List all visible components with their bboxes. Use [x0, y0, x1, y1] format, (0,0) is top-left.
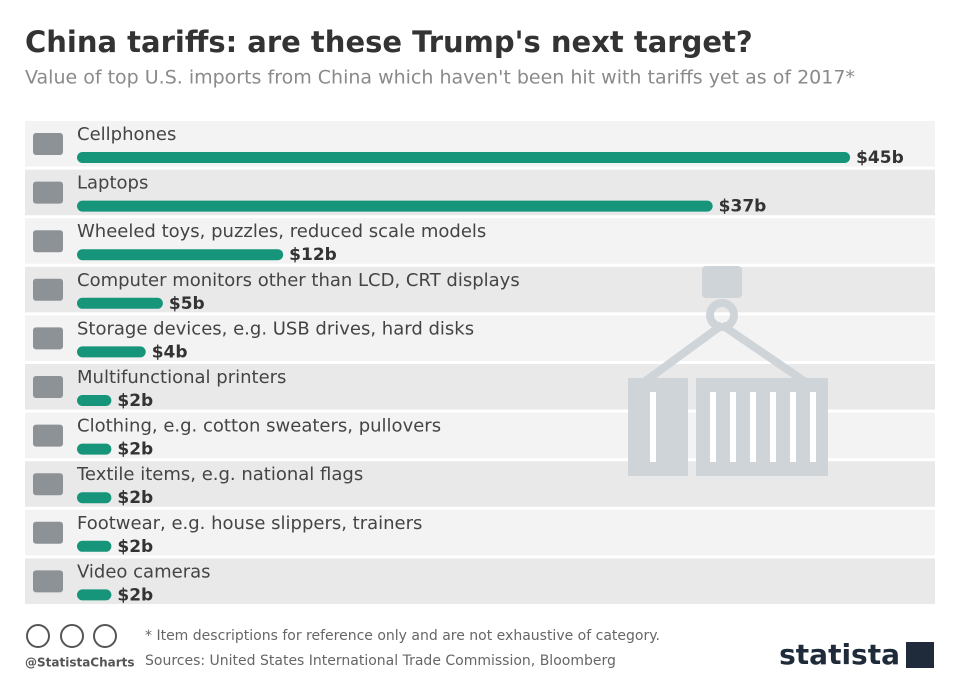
value-label: $2b: [117, 585, 153, 605]
value-label: $4b: [152, 342, 188, 362]
category-label: Clothing, e.g. cotton sweaters, pullover…: [77, 416, 441, 437]
row-icon: [33, 278, 63, 301]
chart-subtitle: Value of top U.S. imports from China whi…: [25, 67, 855, 89]
row-icon: [33, 521, 63, 544]
brand: statista: [779, 638, 900, 671]
value-label: $5b: [169, 294, 205, 314]
category-label: Laptops: [77, 173, 148, 194]
footnote: * Item descriptions for reference only a…: [145, 628, 660, 644]
bar: [77, 492, 112, 504]
row-icon: [33, 570, 63, 593]
value-label: $2b: [117, 440, 153, 460]
category-label: Footwear, e.g. house slippers, trainers: [77, 513, 422, 534]
bar: [77, 152, 851, 163]
source: Sources: United States International Tra…: [145, 653, 616, 669]
category-label: Computer monitors other than LCD, CRT di…: [77, 270, 520, 291]
value-label: $45b: [856, 148, 904, 168]
bar: [77, 297, 163, 309]
row-background: [25, 558, 935, 604]
by-icon: [60, 624, 84, 648]
container-door: [628, 378, 688, 476]
category-label: Textile items, e.g. national flags: [76, 464, 363, 485]
row-icon: [33, 424, 63, 447]
row-icon: [33, 181, 63, 204]
rib: [770, 392, 776, 462]
value-label: $2b: [117, 488, 153, 508]
row-background: [25, 266, 935, 313]
handle: @StatistaCharts: [25, 656, 135, 670]
row-background: [25, 315, 935, 361]
hook: [702, 266, 742, 298]
row-icon: [33, 133, 63, 155]
container-side: [696, 378, 828, 476]
bar: [77, 589, 112, 601]
category-label: Wheeled toys, puzzles, reduced scale mod…: [77, 221, 486, 242]
row-icon: [33, 473, 63, 496]
bar: [77, 395, 112, 406]
row-icon: [33, 327, 63, 350]
license-icons: [26, 624, 117, 648]
row-background: [25, 509, 935, 556]
container-illustration: [628, 266, 828, 476]
brand-icon: [906, 642, 934, 668]
category-label: Multifunctional printers: [77, 367, 286, 388]
rib: [710, 392, 716, 462]
value-label: $12b: [289, 245, 337, 265]
bar: [77, 540, 112, 552]
category-label: Video cameras: [77, 561, 211, 582]
nd-icon: [93, 624, 117, 648]
row-icon: [33, 230, 63, 253]
bar: [77, 346, 146, 358]
rib: [810, 392, 816, 462]
value-label: $2b: [117, 391, 153, 411]
rib: [790, 392, 796, 462]
rib: [650, 392, 656, 462]
ropes: [637, 321, 813, 389]
category-label: Storage devices, e.g. USB drives, hard d…: [77, 318, 474, 339]
rib: [750, 392, 756, 462]
bar: [77, 443, 112, 455]
chart-title: China tariffs: are these Trump's next ta…: [25, 25, 753, 59]
bar: [77, 200, 713, 212]
category-label: Cellphones: [77, 124, 176, 145]
row-icon: [33, 376, 63, 398]
rows: Cellphones $45b Laptops $37b Wheeled toys, p…: [25, 121, 935, 605]
value-label: $2b: [117, 537, 153, 557]
cc-icon: [26, 624, 50, 648]
rib: [730, 392, 736, 462]
bar: [77, 249, 284, 261]
value-label: $37b: [719, 197, 767, 217]
container-ribs: [650, 392, 816, 462]
